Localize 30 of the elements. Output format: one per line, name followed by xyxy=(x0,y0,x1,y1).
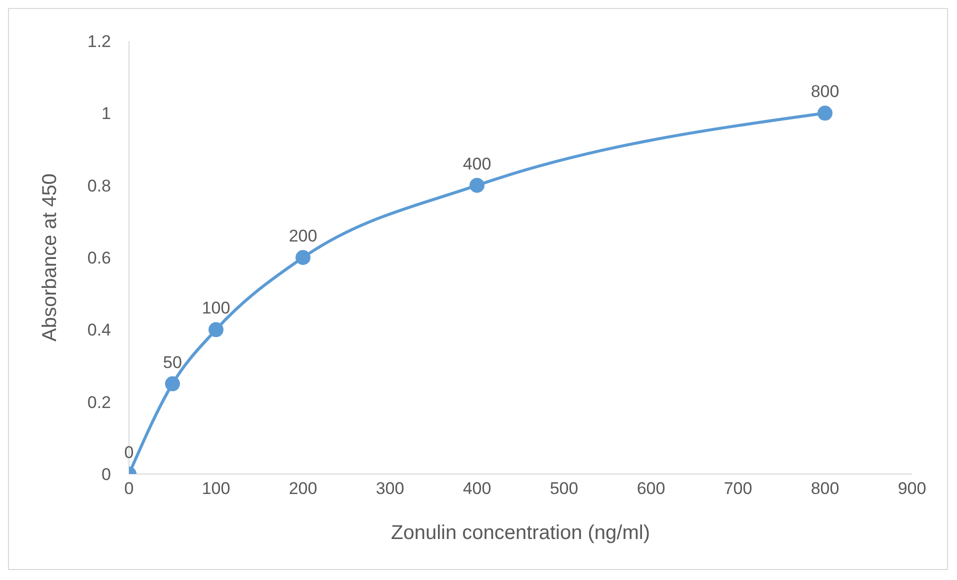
y-tick-label: 0 xyxy=(102,465,111,484)
point xyxy=(818,106,832,121)
x-tick-label: 100 xyxy=(202,479,230,498)
point xyxy=(470,178,484,193)
y-axis-title: Absorbance at 450 xyxy=(39,174,62,342)
y-tick-label: 1 xyxy=(102,104,111,124)
x-tick-label: 300 xyxy=(376,479,404,498)
annotation: 100 xyxy=(202,298,230,318)
y-tick-label: 1.2 xyxy=(87,32,111,52)
x-tick-label: 200 xyxy=(288,479,318,498)
x-tick-label: 600 xyxy=(636,479,666,498)
annotation: 0 xyxy=(124,443,134,462)
point xyxy=(208,322,224,338)
x-tick-label: 800 xyxy=(810,479,840,498)
annotation: 800 xyxy=(810,82,840,102)
annotation: 50 xyxy=(163,352,182,372)
y-tick-label: 0.8 xyxy=(87,176,111,196)
x-tick-label: 900 xyxy=(898,479,926,498)
x-axis-title: Zonulin concentration (ng/ml) xyxy=(390,522,650,544)
y-tick-label: 0.4 xyxy=(87,320,111,340)
x-tick-label: 0 xyxy=(124,479,134,498)
annotation: 200 xyxy=(288,226,318,246)
y-tick-label: 0.2 xyxy=(87,392,111,412)
annotation: 400 xyxy=(462,154,492,174)
x-tick-label: 400 xyxy=(462,479,492,498)
y-tick-label: 0.6 xyxy=(87,248,111,268)
x-tick-label: 500 xyxy=(550,479,578,498)
point xyxy=(296,250,310,265)
point xyxy=(165,376,180,392)
x-tick-label: 700 xyxy=(724,479,752,498)
